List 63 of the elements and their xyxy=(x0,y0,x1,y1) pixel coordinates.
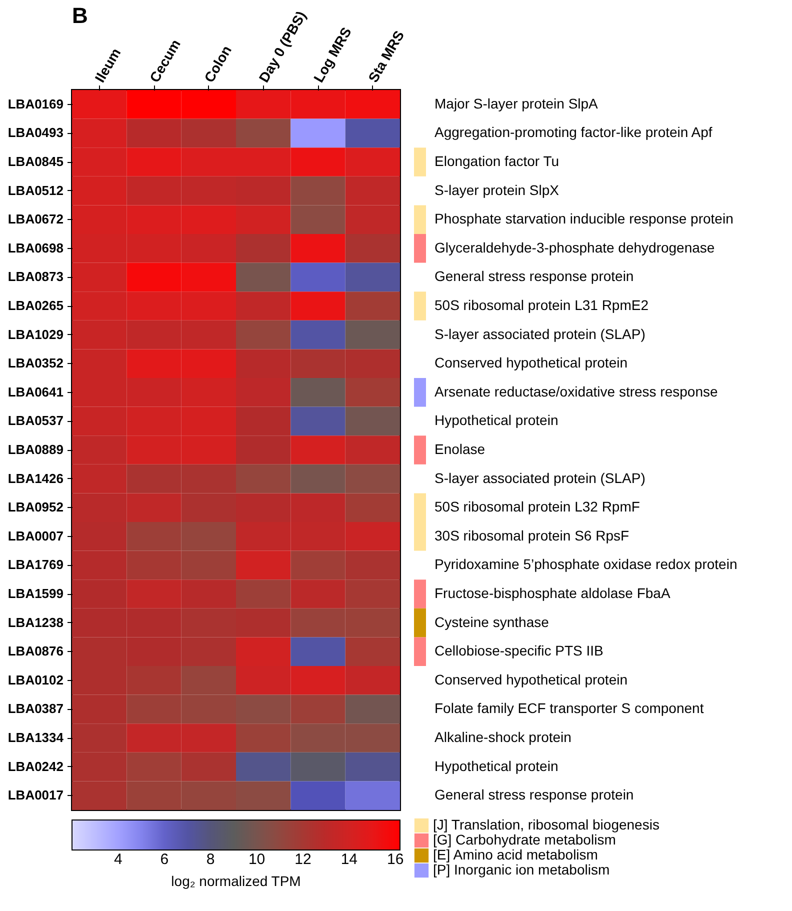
text: [E] Amino acid metabolism xyxy=(433,846,598,862)
y-tick-label: LBA1426 xyxy=(8,470,64,486)
y-tick-label: LBA1334 xyxy=(8,730,64,745)
y-tick-label: LBA1029 xyxy=(8,326,64,342)
chart-title: B xyxy=(72,2,88,28)
color-bar-title: log₂ normalized TPM xyxy=(171,873,301,889)
y2-tick-label: 50S ribosomal protein L31 RpmE2 xyxy=(434,297,649,313)
y-tick-label: LBA0387 xyxy=(8,701,64,716)
y2-tick-label: S-layer protein SlpX xyxy=(434,182,560,198)
y2-tick-label: General stress response protein xyxy=(434,786,634,803)
y2-tick-label: Cellobiose-specific PTS IIB xyxy=(434,642,604,659)
text: [G] Carbohydrate metabolism xyxy=(433,832,616,848)
y-tick-label: LBA0889 xyxy=(8,442,64,457)
y-tick-label: LBA0873 xyxy=(8,269,64,284)
y2-tick-label: Elongation factor Tu xyxy=(434,153,560,169)
y2-tick-label: 30S ribosomal protein S6 RpsF xyxy=(434,527,630,544)
y-tick-label: LBA0007 xyxy=(8,528,64,544)
y-tick-label: LBA0265 xyxy=(8,298,64,313)
color-bar-label: 12 xyxy=(294,851,312,868)
y-tick-label: LBA0169 xyxy=(8,96,64,112)
y2-tick-label: Alkaline-shock protein xyxy=(434,729,572,745)
color-bar-label: 10 xyxy=(248,851,266,868)
y-tick-label: LBA0493 xyxy=(8,125,64,140)
y-tick-label: LBA0352 xyxy=(8,356,64,371)
y-tick-label: LBA0102 xyxy=(8,672,64,688)
y-tick-label: LBA0672 xyxy=(8,212,64,227)
y2-tick-label: Hypothetical protein xyxy=(434,412,558,428)
y-tick-label: LBA0845 xyxy=(8,154,64,169)
y-tick-label: LBA0242 xyxy=(8,758,64,774)
y-tick-label: LBA1769 xyxy=(8,557,64,572)
y2-tick-label: Arsenate reductase/oxidative stress response xyxy=(434,383,718,400)
y-tick-label: LBA0641 xyxy=(8,384,64,400)
y2-tick-label: S-layer associated protein (SLAP) xyxy=(434,470,646,486)
y2-tick-label: Fructose-bisphosphate aldolase FbaA xyxy=(434,585,671,601)
y2-tick-label: Folate family ECF transporter S component xyxy=(434,700,704,716)
color-bar-label: 8 xyxy=(206,851,215,868)
y-tick-label: LBA0537 xyxy=(8,413,64,428)
text: [J] Translation, ribosomal biogenesis xyxy=(433,816,660,832)
y2-tick-label: Conserved hypothetical protein xyxy=(434,354,628,371)
y-tick-label: LBA0512 xyxy=(8,182,64,198)
y2-tick-label: Enolase xyxy=(434,441,486,457)
y2-tick-label: General stress response protein xyxy=(434,268,634,284)
y2-tick-label: Hypothetical protein xyxy=(434,758,558,774)
y2-tick-label: Conserved hypothetical protein xyxy=(434,671,628,688)
color-bar-label: 4 xyxy=(114,851,122,868)
y2-tick-label: Glyceraldehyde-3-phosphate dehydrogenase xyxy=(434,239,715,256)
y2-tick-label: Phosphate starvation inducible response protein xyxy=(434,210,734,227)
y-tick-label: LBA1238 xyxy=(8,614,64,630)
text: [P] Inorganic ion metabolism xyxy=(433,862,610,878)
y-tick-label: LBA0952 xyxy=(8,500,64,515)
y-tick-label: LBA0876 xyxy=(8,644,64,659)
y2-tick-label: Cysteine synthase xyxy=(434,614,550,630)
color-bar-label: 6 xyxy=(160,851,169,868)
y2-tick-label: S-layer associated protein (SLAP) xyxy=(434,326,646,342)
color-bar-label: 14 xyxy=(340,851,358,868)
y2-tick-label: 50S ribosomal protein L32 RpmF xyxy=(434,498,640,515)
color-bar-label: 16 xyxy=(387,851,404,868)
y2-tick-label: Pyridoxamine 5’phosphate oxidase redox protein xyxy=(434,556,738,572)
y-tick-label: LBA0698 xyxy=(8,240,64,256)
y2-tick-label: Major S-layer protein SlpA xyxy=(434,95,599,112)
y-tick-label: LBA0017 xyxy=(8,788,64,803)
y2-tick-label: Aggregation-promoting factor-like protein Apf xyxy=(434,124,712,140)
y-tick-label: LBA1599 xyxy=(8,586,64,601)
